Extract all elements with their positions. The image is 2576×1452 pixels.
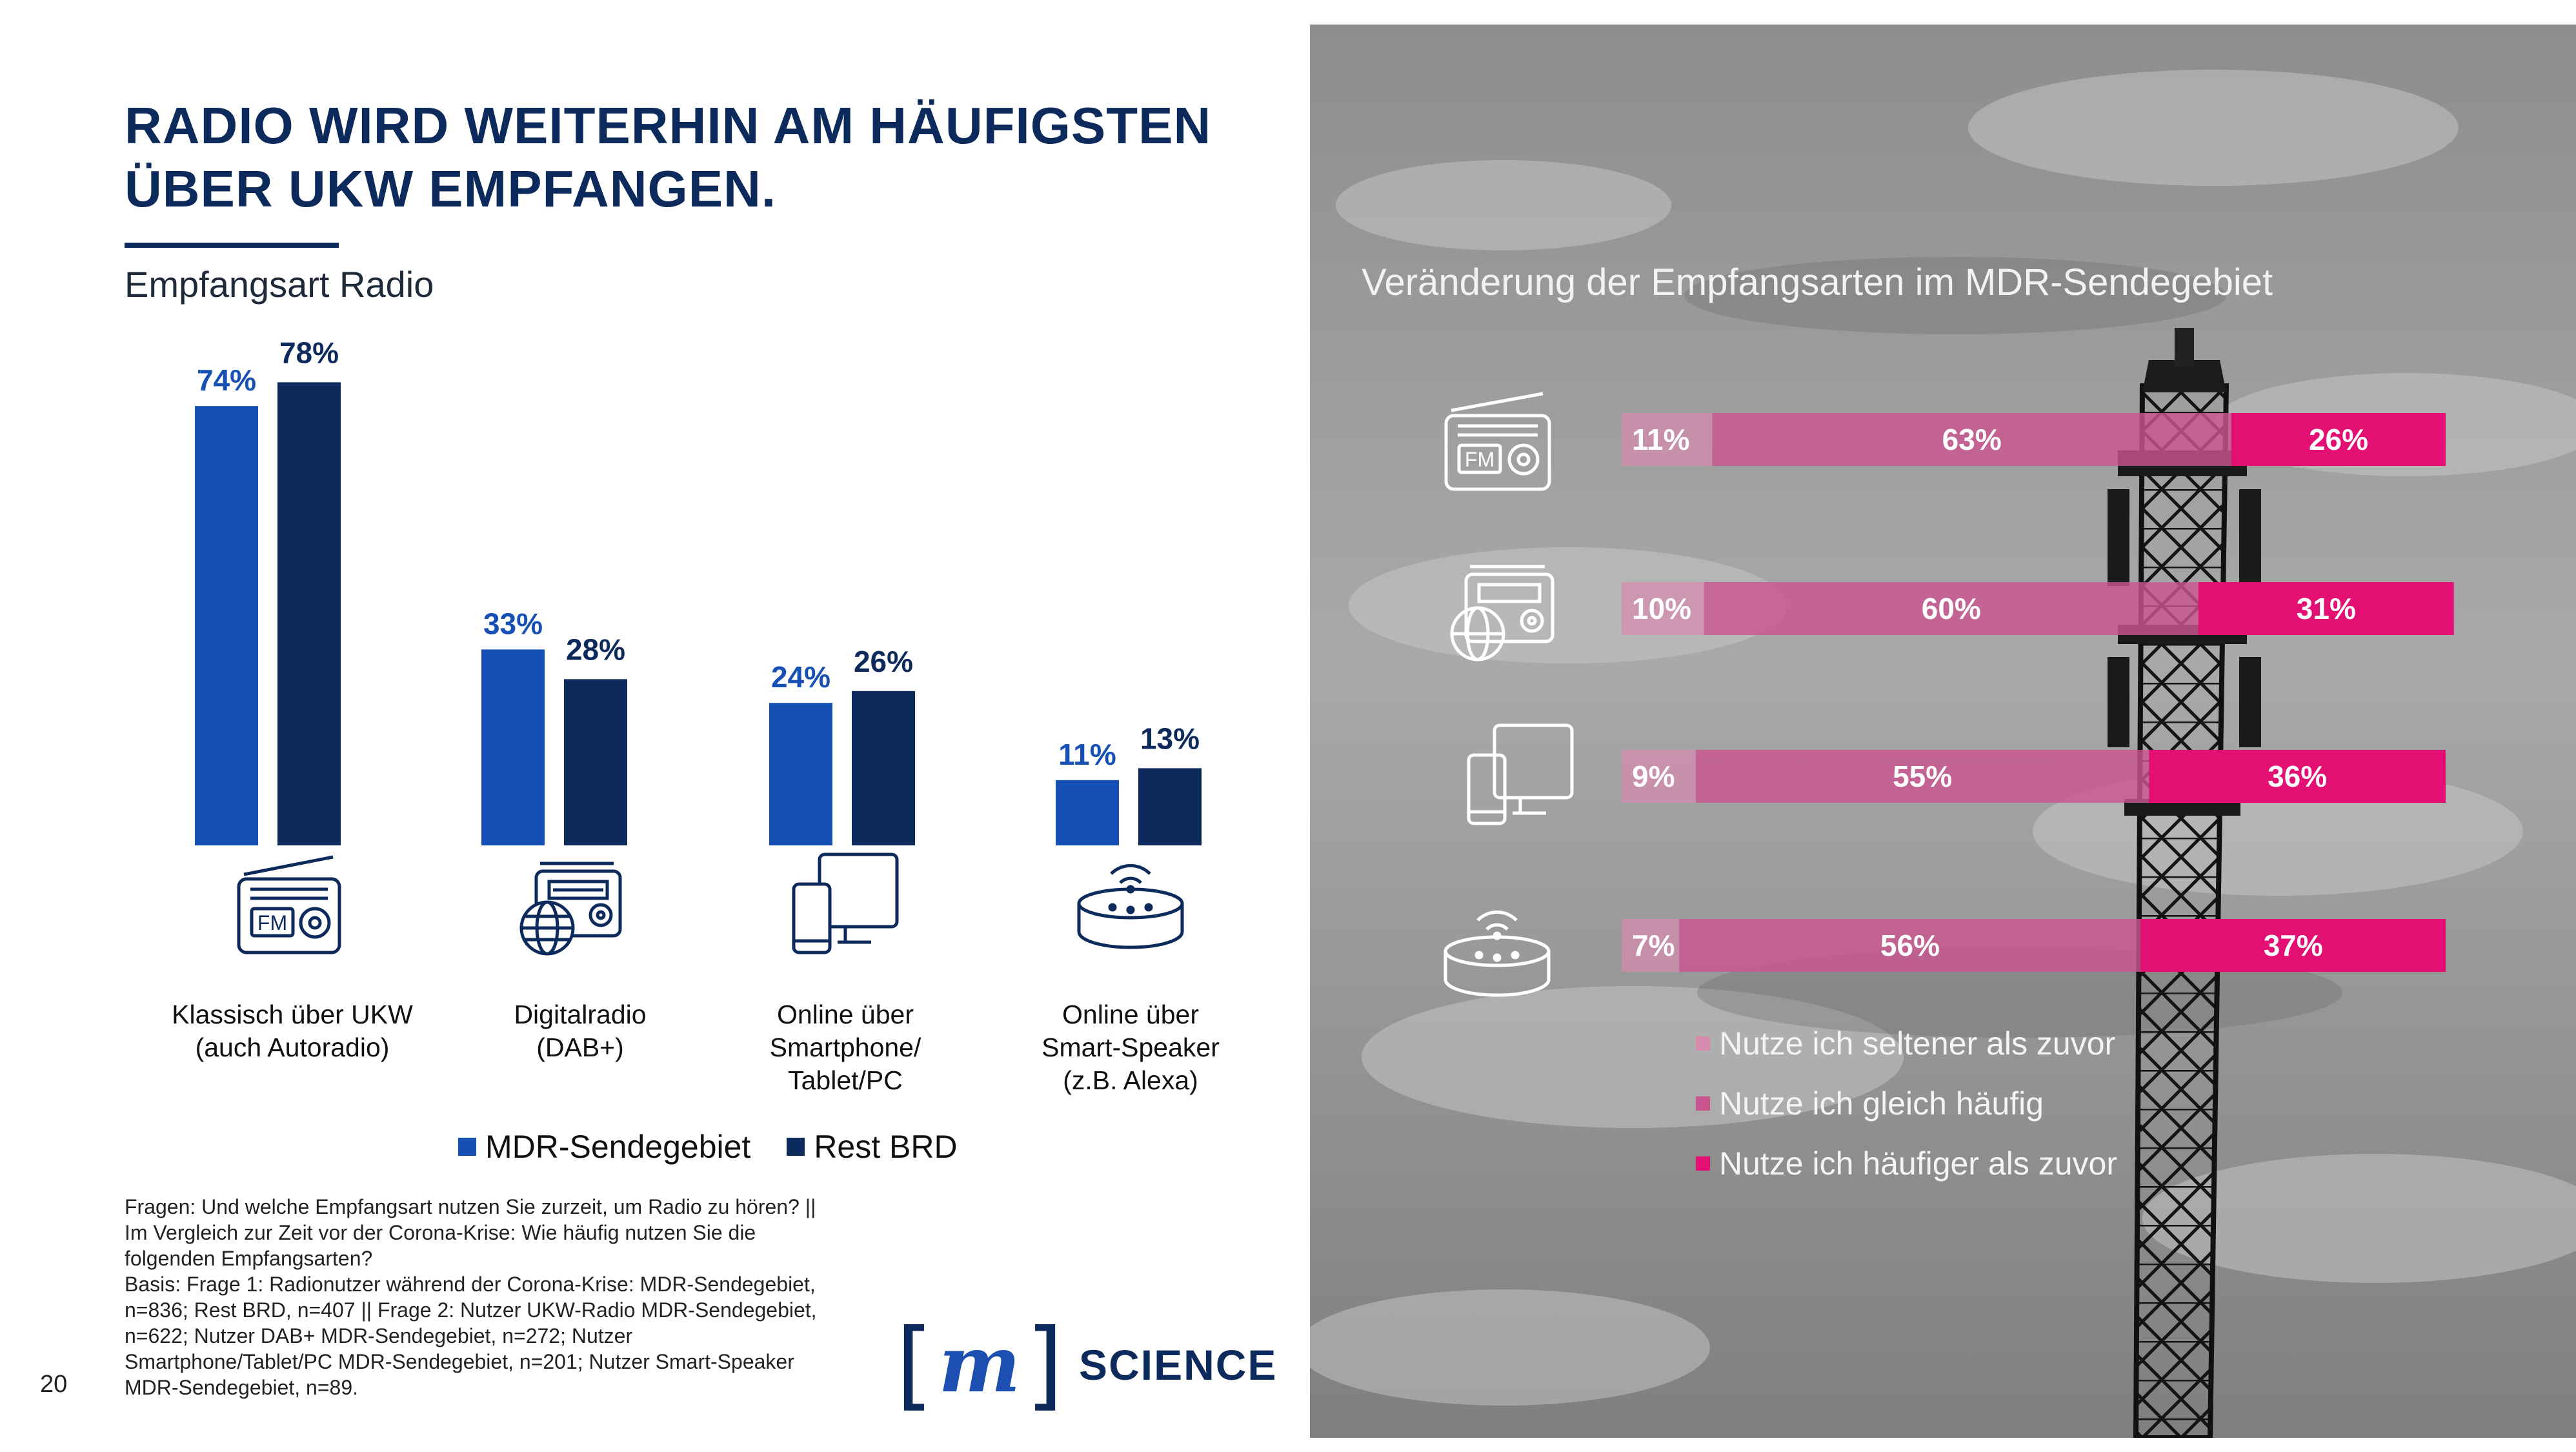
category-label-dab: Digitalradio (DAB+)	[514, 1000, 647, 1062]
svg-text:FM: FM	[1465, 448, 1494, 471]
segment-seltener-2	[1622, 750, 1696, 803]
data-label-mdr-0: 74%	[197, 363, 256, 397]
bar-mdr-3	[1056, 780, 1119, 845]
title-underline	[125, 243, 339, 248]
footnotes: Fragen: Und welche Empfangsart nutzen Si…	[125, 1194, 867, 1400]
segment-label-seltener-1: 10%	[1632, 592, 1691, 625]
legend-label-rest: Rest BRD	[814, 1129, 958, 1165]
category-label-online: Online über Smartphone/Tablet/PC	[769, 1000, 921, 1095]
legend-item-haeufiger: Nutze ich häufiger als zuvor	[1696, 1133, 2117, 1193]
legend-label-mdr: MDR-Sendegebiet	[485, 1129, 751, 1165]
segment-label-gleich-0: 63%	[1942, 423, 2002, 456]
segment-gleich-3	[1679, 919, 2141, 972]
right-chart-legend: Nutze ich seltener als zuvor Nutze ich g…	[1696, 1013, 2117, 1193]
legend-swatch-seltener	[1696, 1036, 1710, 1051]
left-chart-subtitle: Empfangsart Radio	[125, 264, 434, 305]
right-chart-title: Veränderung der Empfangsarten im MDR-Sen…	[1362, 261, 2273, 303]
note-line: Fragen: Und welche Empfangsart nutzen Si…	[125, 1195, 816, 1218]
segment-label-gleich-1: 60%	[1922, 592, 1981, 625]
note-line: Im Vergleich zur Zeit vor der Corona-Kri…	[125, 1221, 756, 1244]
legend-swatch-rest	[787, 1138, 805, 1156]
bar-rest-3	[1138, 768, 1202, 845]
segment-gleich-2	[1695, 750, 2149, 803]
legend-swatch-mdr	[458, 1138, 476, 1156]
category-label-ukw: Klassisch über UKW (auch Autoradio)	[172, 1000, 413, 1062]
category-label-speaker: Online über Smart-Speaker (z.B. Alexa)	[1041, 1000, 1220, 1095]
segment-label-haeufiger-2: 36%	[2268, 760, 2327, 793]
right-stacked-chart: FM 11% 63% 26% 10% 60% 31% 9% 55% 36% 7% 56% 37%	[1444, 392, 2454, 997]
devices-icon	[1467, 723, 1574, 825]
bar-rest-2	[852, 691, 915, 845]
page-title: RADIO WIRD WEITERHIN AM HÄUFIGSTEN ÜBER …	[125, 94, 1211, 221]
note-line: n=836; Rest BRD, n=407 || Frage 2: Nutze…	[125, 1298, 817, 1322]
segment-label-seltener-2: 9%	[1632, 760, 1675, 793]
note-line: n=622; Nutzer DAB+ MDR-Sendegebiet, n=27…	[125, 1324, 633, 1347]
segment-label-seltener-3: 7%	[1632, 929, 1675, 962]
data-label-mdr-3: 11%	[1058, 738, 1116, 771]
left-chart-legend: MDR-Sendegebiet Rest BRD	[458, 1128, 994, 1165]
fm-radio-icon: FM	[1444, 392, 1551, 491]
legend-label-seltener: Nutze ich seltener als zuvor	[1719, 1025, 2116, 1062]
segment-label-seltener-0: 11%	[1632, 423, 1690, 456]
legend-label-haeufiger: Nutze ich häufiger als zuvor	[1719, 1145, 2117, 1182]
smart-speaker-icon	[1444, 910, 1551, 997]
logo-bracket-open: [	[896, 1309, 934, 1421]
segment-haeufiger-2	[2149, 750, 2446, 803]
legend-item-seltener: Nutze ich seltener als zuvor	[1696, 1013, 2117, 1073]
data-label-rest-3: 13%	[1140, 721, 1200, 755]
segment-label-gleich-2: 55%	[1893, 760, 1952, 793]
data-label-rest-2: 26%	[854, 645, 913, 678]
digital-radio-icon	[519, 862, 622, 956]
note-line: MDR-Sendegebiet, n=89.	[125, 1376, 358, 1399]
data-label-rest-0: 78%	[279, 336, 339, 369]
data-label-mdr-2: 24%	[771, 660, 830, 694]
left-bar-chart: 74% 33% 24% 11% 78% 28% 26% 13% FM	[195, 336, 1202, 956]
title-line-2: ÜBER UKW EMPFANGEN.	[125, 160, 777, 217]
logo-mark: m	[938, 1319, 1021, 1410]
fm-radio-icon: FM	[237, 855, 341, 954]
bar-mdr-0	[195, 406, 258, 845]
segment-label-haeufiger-1: 31%	[2297, 592, 2356, 625]
legend-swatch-haeufiger	[1696, 1156, 1710, 1171]
segment-label-haeufiger-3: 37%	[2264, 929, 2323, 962]
logo-text: SCIENCE	[1079, 1341, 1278, 1389]
data-label-rest-1: 28%	[566, 632, 625, 666]
smart-speaker-icon	[1077, 863, 1184, 949]
segment-haeufiger-1	[2198, 582, 2454, 635]
title-line-1: RADIO WIRD WEITERHIN AM HÄUFIGSTEN	[125, 97, 1212, 154]
bar-rest-1	[564, 679, 627, 845]
legend-label-gleich: Nutze ich gleich häufig	[1719, 1085, 2044, 1122]
tower-photo-background	[1310, 25, 2576, 1438]
legend-swatch-gleich	[1696, 1096, 1710, 1111]
note-line: Smartphone/Tablet/PC MDR-Sendegebiet, n=…	[125, 1350, 794, 1373]
devices-icon	[792, 852, 899, 954]
segment-seltener-1	[1622, 582, 1704, 635]
segment-label-gleich-3: 56%	[1880, 929, 1940, 962]
bar-rest-0	[277, 382, 341, 845]
logo-bracket-close: ]	[1025, 1309, 1064, 1421]
bar-mdr-2	[769, 703, 832, 845]
segment-gleich-0	[1712, 413, 2231, 466]
note-line: Basis: Frage 1: Radionutzer während der …	[125, 1273, 816, 1296]
segment-haeufiger-3	[2140, 919, 2446, 972]
segment-haeufiger-0	[2231, 413, 2446, 466]
mscience-logo: [ m ] SCIENCE	[896, 1316, 1277, 1413]
data-label-mdr-1: 33%	[483, 607, 543, 640]
note-line: folgenden Empfangsarten?	[125, 1247, 373, 1270]
segment-seltener-0	[1622, 413, 1713, 466]
segment-seltener-3	[1622, 919, 1680, 972]
segment-gleich-1	[1704, 582, 2199, 635]
legend-item-gleich: Nutze ich gleich häufig	[1696, 1073, 2117, 1133]
legend-item-rest: Rest BRD	[787, 1128, 958, 1165]
bar-mdr-1	[481, 649, 545, 845]
legend-item-mdr: MDR-Sendegebiet	[458, 1128, 750, 1165]
svg-text:FM: FM	[257, 911, 287, 934]
page-number: 20	[40, 1371, 68, 1398]
digital-radio-icon	[1450, 565, 1555, 661]
segment-label-haeufiger-0: 26%	[2309, 423, 2368, 456]
